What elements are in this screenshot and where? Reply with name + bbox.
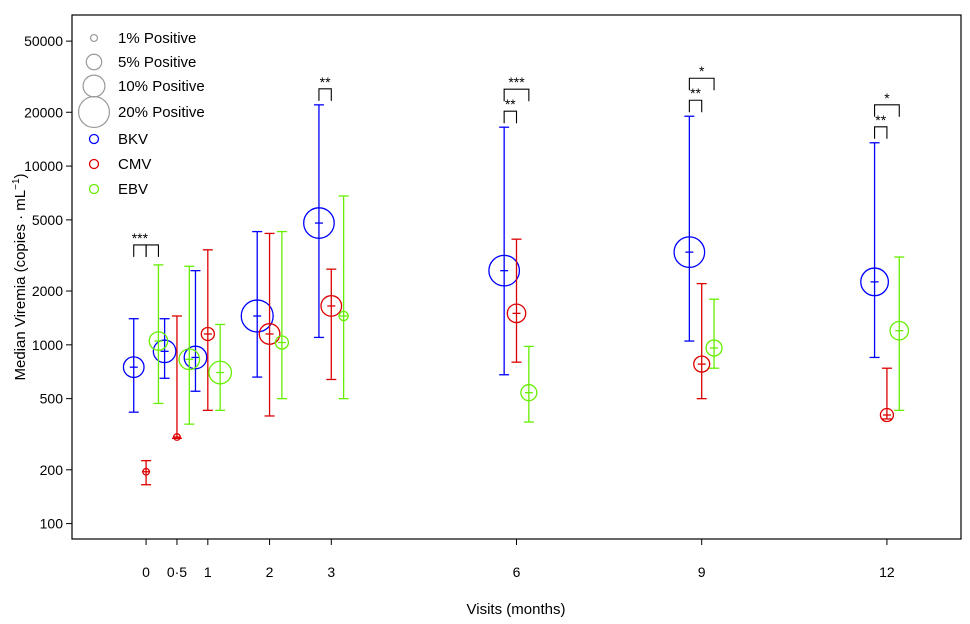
legend-size-label: 1% Positive [118, 30, 196, 47]
significance-bracket [318, 88, 332, 101]
y-tick-label: 200 [40, 462, 64, 478]
y-tick-label: 100 [40, 516, 64, 532]
significance-label: ** [320, 74, 331, 90]
x-tick-label: 1 [204, 564, 212, 580]
significance-label: ** [505, 96, 516, 112]
series-cmv [141, 232, 895, 486]
median-point-cmv [142, 467, 150, 476]
x-axis: 0 0·5 1 2 3 6 9 12 [142, 539, 895, 580]
x-tick-label: 0·5 [167, 564, 187, 580]
median-point-bkv [122, 356, 145, 379]
y-tick-label: 20000 [24, 104, 63, 120]
x-tick-label: 6 [513, 564, 521, 580]
significance-bracket [503, 88, 530, 102]
legend-series-label: BKV [118, 131, 148, 148]
significance-label: ** [690, 85, 701, 101]
median-point-cmv [258, 323, 281, 345]
significance-bracket [145, 244, 159, 257]
median-point-ebv [889, 320, 910, 341]
legend-series-marker-cmv [88, 158, 100, 170]
legend-series-label: CMV [118, 156, 151, 173]
x-tick-label: 12 [879, 564, 895, 580]
series-marks [122, 104, 910, 486]
y-tick-label: 2000 [32, 283, 63, 299]
median-point-ebv [520, 384, 538, 402]
significance-bracket [688, 99, 703, 113]
legend: 1% Positive 5% Positive 10% Positive 20% Po… [77, 30, 205, 198]
y-axis-label-main: Median Viremia (copies · mL [12, 190, 29, 381]
x-axis-label: Visits (months) [467, 601, 566, 618]
significance-bracket [688, 77, 715, 91]
significance-label: ** [875, 112, 886, 128]
legend-size-marker [89, 33, 99, 43]
median-point-ebv [274, 335, 290, 350]
median-point-ebv [148, 331, 169, 351]
significance-label: *** [508, 74, 525, 90]
legend-series-label: EBV [118, 181, 148, 198]
median-point-cmv [200, 326, 215, 342]
y-tick-label: 50000 [24, 33, 63, 49]
median-point-bkv [183, 345, 208, 370]
legend-size-marker [77, 95, 111, 129]
median-point-bkv [303, 207, 335, 239]
legend-size-marker [82, 74, 106, 98]
y-axis: 100 200 500 1000 2000 5000 10000 20000 50000 [24, 33, 72, 532]
y-tick-label: 500 [40, 391, 64, 407]
median-point-bkv [860, 267, 890, 297]
legend-series-marker-ebv [88, 183, 100, 195]
median-point-cmv [693, 355, 711, 373]
x-tick-label: 2 [266, 564, 274, 580]
legend-size-label: 20% Positive [118, 104, 205, 121]
median-point-ebv [705, 339, 723, 357]
significance-brackets: **************** [132, 63, 900, 257]
x-tick-label: 0 [142, 564, 150, 580]
y-tick-label: 5000 [32, 212, 63, 228]
median-point-cmv [320, 295, 343, 317]
y-axis-label-superscript: −1 [11, 178, 22, 190]
legend-size-marker [85, 53, 103, 71]
median-point-ebv [338, 310, 349, 322]
x-tick-label: 9 [698, 564, 706, 580]
median-point-bkv [673, 236, 706, 269]
significance-label: * [699, 63, 705, 79]
significance-bracket [874, 104, 900, 117]
median-point-cmv [506, 303, 527, 324]
y-axis-label-close: ) [12, 173, 29, 178]
series-ebv [148, 195, 910, 425]
significance-label: * [884, 90, 890, 106]
median-point-ebv [208, 360, 233, 385]
median-point-bkv [152, 339, 177, 364]
series-bkv [122, 104, 890, 413]
significance-bracket [503, 110, 518, 124]
median-point-cmv [173, 433, 181, 441]
median-point-ebv [178, 348, 201, 371]
y-tick-label: 1000 [32, 337, 63, 353]
significance-bracket [133, 244, 147, 257]
median-point-bkv [240, 299, 274, 333]
significance-label: *** [132, 230, 149, 246]
significance-bracket [874, 126, 888, 139]
legend-size-label: 5% Positive [118, 54, 196, 71]
x-tick-label: 3 [327, 564, 335, 580]
y-tick-label: 10000 [24, 158, 63, 174]
median-point-bkv [488, 254, 521, 287]
median-point-cmv [879, 407, 895, 423]
legend-size-label: 10% Positive [118, 78, 205, 95]
legend-series-marker-bkv [88, 133, 100, 145]
y-axis-label: Median Viremia (copies · mL−1) [11, 173, 29, 380]
